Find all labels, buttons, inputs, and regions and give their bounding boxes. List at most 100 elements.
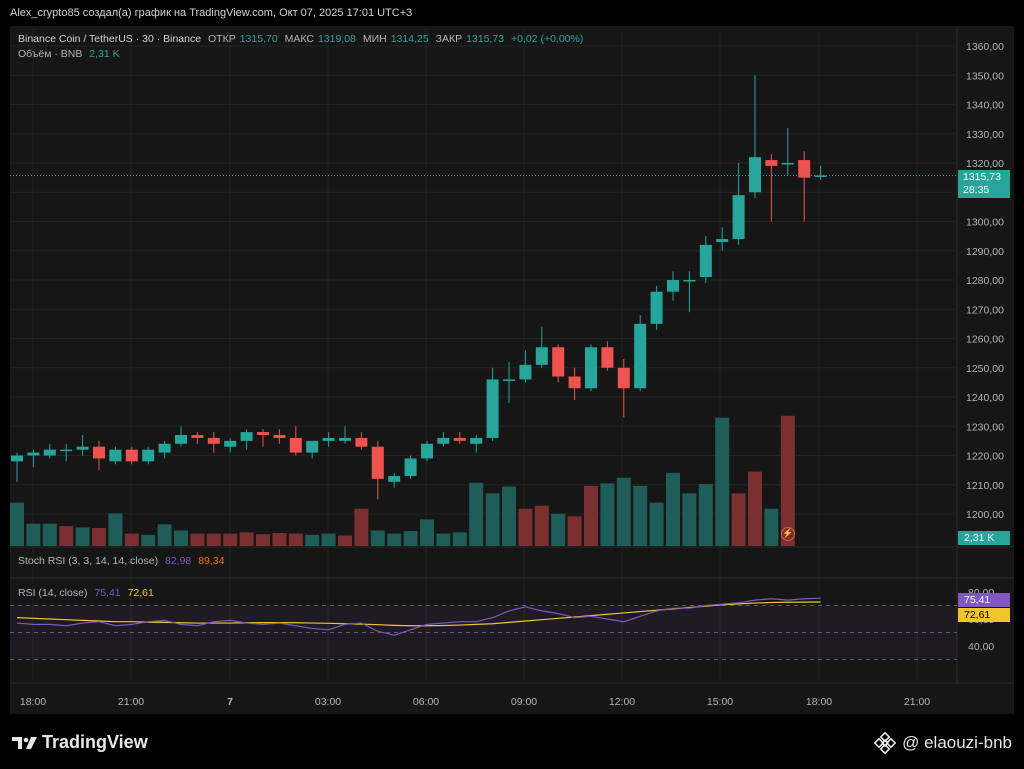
candle-body — [568, 376, 581, 389]
tradingview-logo-icon — [12, 736, 37, 749]
volume-bar — [174, 530, 188, 546]
volume-bar — [305, 534, 320, 546]
volume-bar — [92, 528, 106, 546]
candle-body — [716, 239, 729, 242]
symbol-name[interactable]: Binance Coin / TetherUS · 30 · Binance — [18, 33, 202, 45]
binance-logo-icon — [874, 732, 897, 754]
time-tick-label: 12:00 — [609, 696, 635, 708]
price-badge-countdown: 28:35 — [963, 184, 990, 196]
chart-panel[interactable] — [10, 26, 1014, 714]
price-tick-label: 1290,00 — [966, 246, 1004, 258]
volume-bar — [403, 531, 418, 546]
candle-body — [306, 440, 319, 453]
change-value: +0,02 (+0,00%) — [510, 33, 584, 45]
open-value: 1315,70 — [239, 33, 278, 45]
volume-bar — [698, 484, 713, 546]
volume-bar — [124, 533, 139, 546]
stoch-k-value: 82,98 — [165, 555, 192, 567]
time-tick-label: 06:00 — [413, 696, 439, 708]
candle-body — [601, 347, 614, 368]
volume-bar — [649, 502, 664, 546]
candle-body — [371, 446, 384, 479]
time-tick-label: 18:00 — [20, 696, 46, 708]
time-tick-label: 21:00 — [118, 696, 144, 708]
stoch-rsi-label: Stoch RSI (3, 3, 14, 14, close) — [18, 555, 159, 567]
high-value: 1319,08 — [317, 33, 356, 45]
candle-body — [76, 446, 89, 450]
candle-body — [404, 458, 417, 476]
price-tick-label: 1210,00 — [966, 480, 1004, 492]
price-badge: 1315,73 28:35 — [958, 170, 1010, 198]
volume-bar — [321, 533, 336, 546]
volume-value: 2,31 K — [89, 48, 120, 60]
volume-bar — [748, 471, 762, 546]
volume-bar — [551, 513, 566, 546]
candle-body — [421, 443, 433, 459]
chart-caption: Alex_crypto85 создал(а) график на Tradin… — [10, 7, 413, 19]
volume-bar — [338, 535, 352, 546]
tradingview-logo[interactable]: TradingView — [12, 732, 148, 753]
candle-body — [798, 160, 811, 178]
candle-body — [240, 432, 253, 441]
close-value: 1315,73 — [466, 33, 505, 45]
candle-body — [470, 437, 483, 444]
price-tick-label: 1220,00 — [966, 451, 1004, 463]
rsi-label: RSI (14, close) — [18, 587, 88, 599]
rsi-legend[interactable]: RSI (14, close) 75,41 72,61 — [18, 587, 158, 599]
price-tick-label: 1230,00 — [966, 421, 1004, 433]
volume-bar — [10, 502, 24, 546]
candle-body — [93, 446, 105, 459]
volume-bar — [567, 516, 582, 546]
candle-body — [617, 367, 630, 389]
volume-bar — [157, 524, 172, 546]
chart-canvas[interactable]: 1360,001350,001340,001330,001320,001310,… — [0, 0, 1024, 720]
rsi-tick-label: 40,00 — [968, 641, 994, 653]
candle-body — [519, 364, 532, 380]
price-tick-label: 1270,00 — [966, 304, 1004, 316]
time-tick-label: 15:00 — [707, 696, 733, 708]
candle-body — [781, 163, 794, 165]
price-tick-label: 1320,00 — [966, 158, 1004, 170]
candle-body — [207, 437, 220, 444]
volume-bar — [370, 530, 385, 546]
price-tick-label: 1250,00 — [966, 363, 1004, 375]
time-tick-label: 03:00 — [315, 696, 341, 708]
candle-body — [27, 452, 40, 456]
price-tick-label: 1260,00 — [966, 334, 1004, 346]
price-tick-label: 1280,00 — [966, 275, 1004, 287]
candle-body — [535, 347, 548, 365]
candle-body — [486, 379, 499, 438]
volume-bar — [141, 534, 156, 546]
open-label: ОТКР — [208, 33, 236, 45]
candle-body — [732, 195, 745, 240]
stoch-rsi-legend[interactable]: Stoch RSI (3, 3, 14, 14, close) 82,98 89… — [18, 555, 228, 567]
price-tick-label: 1340,00 — [966, 100, 1004, 112]
candle-body — [814, 175, 827, 177]
volume-bar — [42, 523, 57, 546]
candle-body — [257, 432, 269, 436]
candle-body — [191, 435, 204, 438]
candle-body — [142, 449, 155, 462]
volume-bar — [354, 508, 369, 546]
volume-bar — [436, 533, 451, 546]
volume-legend[interactable]: Объём · BNB 2,31 K — [18, 48, 124, 60]
candle-body — [699, 244, 712, 278]
candle-body — [339, 437, 351, 441]
volume-bar — [764, 508, 779, 546]
symbol-legend[interactable]: Binance Coin / TetherUS · 30 · Binance О… — [18, 33, 587, 45]
volume-bar — [534, 505, 549, 546]
candle-body — [224, 440, 237, 447]
price-tick-label: 1350,00 — [966, 70, 1004, 82]
volume-badge: 2,31 K — [958, 531, 1010, 545]
time-tick-label: 7 — [227, 696, 233, 708]
rsi-ma-value: 72,61 — [127, 587, 154, 599]
volume-bar — [518, 508, 533, 546]
volume-bar — [584, 485, 598, 546]
candle-body — [322, 437, 335, 441]
volume-bar — [75, 527, 90, 546]
stoch-d-value: 89,34 — [198, 555, 225, 567]
high-label: МАКС — [284, 33, 314, 45]
alert-icon[interactable]: ⚡ — [781, 527, 795, 541]
price-tick-label: 1200,00 — [966, 509, 1004, 521]
candle-body — [765, 160, 778, 166]
